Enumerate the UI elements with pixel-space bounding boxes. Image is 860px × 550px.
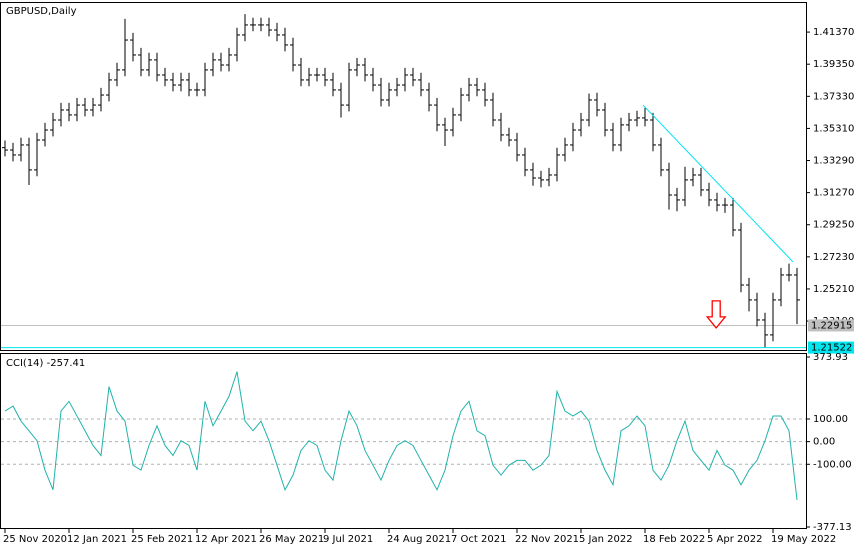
y-tick-label: 1.41370 — [813, 27, 854, 38]
y-tick-label: 1.27230 — [813, 252, 854, 263]
x-tick-label: 22 Nov 2021 — [515, 534, 579, 545]
chart-title: GBPUSD,Daily — [6, 6, 77, 17]
indicator-label: CCI(14) -257.41 — [6, 358, 85, 369]
level-label: 1.21522 — [811, 343, 852, 354]
y-tick-label: 100.00 — [813, 414, 848, 425]
x-tick-label: 12 Jan 2021 — [67, 534, 127, 545]
x-tick-label: 25 Feb 2021 — [131, 534, 193, 545]
x-tick-label: 19 May 2022 — [771, 534, 836, 545]
y-tick-label: -100.00 — [813, 459, 852, 470]
level-label: 1.22915 — [811, 320, 852, 331]
x-tick-label: 25 Nov 2020 — [3, 534, 67, 545]
arrow — [705, 300, 727, 329]
y-tick-label: 1.39350 — [813, 59, 854, 70]
x-tick-label: 24 Aug 2021 — [387, 534, 451, 545]
y-tick-label: 1.33290 — [813, 156, 854, 167]
x-tick-label: 9 Jul 2021 — [323, 534, 373, 545]
y-tick-label: 1.29250 — [813, 220, 854, 231]
level-tag — [808, 319, 854, 332]
x-tick-label: 5 Apr 2022 — [707, 534, 762, 545]
trendline — [642, 104, 794, 263]
y-tick-label: 0.00 — [813, 437, 835, 448]
y-tick-label: 373.93 — [813, 352, 848, 363]
y-tick-label: 1.31270 — [813, 188, 854, 199]
x-tick-label: 18 Feb 2022 — [643, 534, 705, 545]
x-tick-label: 12 Apr 2021 — [195, 534, 257, 545]
price-panel — [0, 2, 807, 351]
x-tick-label: 5 Jan 2022 — [579, 534, 633, 545]
x-tick-label: 7 Oct 2021 — [451, 534, 506, 545]
indicator-panel — [0, 353, 807, 529]
y-tick-label: 1.37330 — [813, 91, 854, 102]
y-tick-label: 1.25210 — [813, 284, 854, 295]
y-tick-label: 1.35310 — [813, 123, 854, 134]
y-tick-label: -377.13 — [813, 522, 852, 533]
level-tag — [808, 341, 854, 354]
x-tick-label: 26 May 2021 — [259, 534, 324, 545]
indicator-line — [4, 371, 798, 500]
